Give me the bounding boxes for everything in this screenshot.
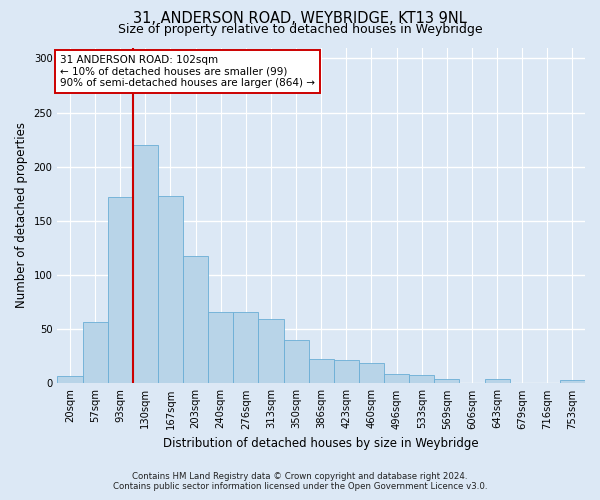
- Bar: [83, 322, 107, 384]
- Text: Contains HM Land Registry data © Crown copyright and database right 2024.
Contai: Contains HM Land Registry data © Crown c…: [113, 472, 487, 491]
- Bar: [259, 320, 284, 384]
- Bar: [434, 379, 460, 384]
- Bar: [409, 375, 434, 384]
- Bar: [308, 358, 334, 384]
- Bar: [485, 379, 509, 384]
- Bar: [208, 312, 233, 384]
- Bar: [284, 340, 308, 384]
- X-axis label: Distribution of detached houses by size in Weybridge: Distribution of detached houses by size …: [163, 437, 479, 450]
- Bar: [384, 374, 409, 384]
- Bar: [133, 145, 158, 384]
- Bar: [560, 380, 585, 384]
- Bar: [233, 312, 259, 384]
- Bar: [107, 197, 133, 384]
- Bar: [359, 363, 384, 384]
- Bar: [334, 360, 359, 384]
- Bar: [58, 376, 83, 384]
- Text: Size of property relative to detached houses in Weybridge: Size of property relative to detached ho…: [118, 22, 482, 36]
- Bar: [158, 196, 183, 384]
- Bar: [183, 256, 208, 384]
- Text: 31, ANDERSON ROAD, WEYBRIDGE, KT13 9NL: 31, ANDERSON ROAD, WEYBRIDGE, KT13 9NL: [133, 11, 467, 26]
- Y-axis label: Number of detached properties: Number of detached properties: [15, 122, 28, 308]
- Text: 31 ANDERSON ROAD: 102sqm
← 10% of detached houses are smaller (99)
90% of semi-d: 31 ANDERSON ROAD: 102sqm ← 10% of detach…: [60, 55, 315, 88]
